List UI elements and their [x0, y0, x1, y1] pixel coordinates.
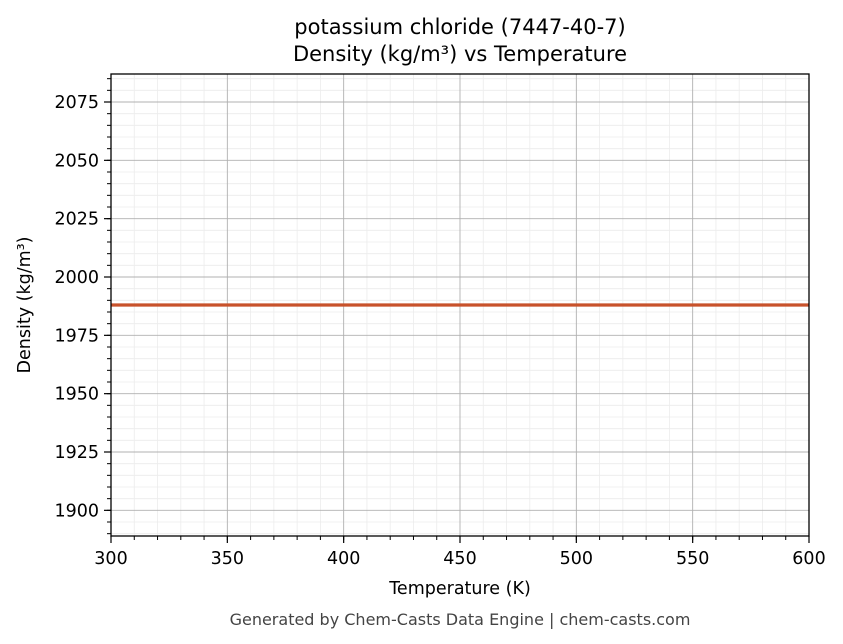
x-tick-label: 600 — [792, 549, 825, 569]
y-tick-label: 2000 — [54, 268, 99, 288]
y-tick-label: 1975 — [54, 326, 99, 346]
ticks-layer: 300 350 400 450 500 550 600 1900 1925 1950 1975 200… — [54, 78, 826, 569]
plot-frame — [110, 73, 810, 537]
y-axis-label: Density (kg/m³) — [15, 237, 35, 374]
y-tick-label: 2075 — [54, 93, 99, 113]
x-tick-label: 450 — [443, 549, 476, 569]
y-tick-label: 2025 — [54, 210, 99, 230]
x-tick-label: 400 — [327, 549, 360, 569]
footer-credit: Generated by Chem-Casts Data Engine | ch… — [230, 610, 691, 629]
y-tick-label: 1925 — [54, 443, 99, 463]
y-tick-label: 1900 — [54, 501, 99, 521]
x-tick-label: 500 — [560, 549, 593, 569]
chart-title-line2: Density (kg/m³) vs Temperature — [293, 42, 627, 66]
x-tick-label: 350 — [211, 549, 244, 569]
y-tick-label: 1950 — [54, 385, 99, 405]
x-axis-label: Temperature (K) — [388, 579, 531, 599]
chart-title-line1: potassium chloride (7447-40-7) — [294, 15, 625, 39]
y-tick-label: 2050 — [54, 151, 99, 171]
x-tick-label: 300 — [94, 549, 127, 569]
x-tick-label: 550 — [676, 549, 709, 569]
